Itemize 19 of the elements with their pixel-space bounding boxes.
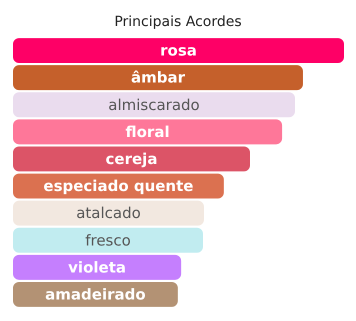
y-tick-label: amadeirado [45, 285, 146, 304]
chart-title: Principais Acordes [114, 14, 242, 30]
y-tick-label: floral [126, 122, 170, 141]
y-tick-label: fresco [85, 231, 131, 250]
y-tick-label: atalcado [76, 204, 141, 222]
bar [13, 146, 250, 172]
bar [13, 92, 296, 118]
bar [13, 119, 282, 144]
bar [13, 228, 203, 253]
y-tick-label: âmbar [130, 68, 186, 87]
bar [13, 200, 204, 226]
y-tick-label: cereja [106, 150, 158, 168]
y-tick-label: rosa [160, 42, 197, 60]
y-tick-label: especiado quente [43, 177, 194, 196]
y-tick-label: violeta [68, 258, 126, 276]
y-tick-label: almiscarado [108, 96, 200, 114]
bar [13, 65, 303, 90]
bar [13, 254, 182, 280]
bar [13, 38, 344, 64]
